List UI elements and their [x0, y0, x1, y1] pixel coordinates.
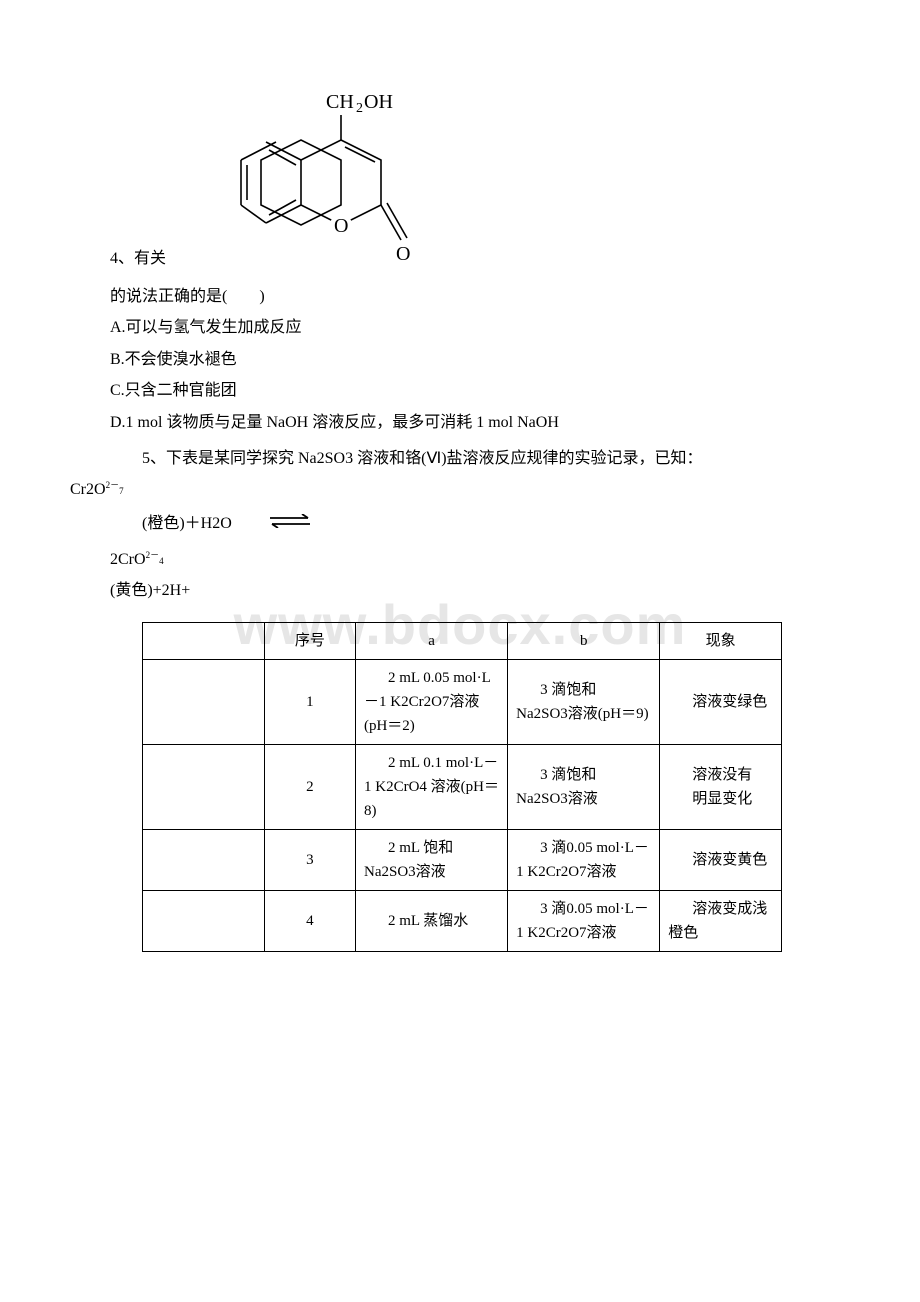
cro4-charge: 2－: [146, 550, 160, 560]
row4-a: 2 mL 蒸馏水: [355, 891, 507, 952]
q5-intro: 5、下表是某同学探究 Na2SO3 溶液和铬(Ⅵ)盐溶液反应规律的实验记录，已知…: [110, 446, 810, 472]
svg-text:2: 2: [356, 101, 363, 116]
row2-b: 3 滴饱和 Na2SO3溶液: [508, 745, 660, 830]
q4-first-line: 4、有关 CH 2 OH: [110, 90, 810, 278]
table-row: 4 2 mL 蒸馏水 3 滴0.05 mol·L－1 K2Cr2O7溶液 溶液变…: [143, 891, 782, 952]
row2-a: 2 mL 0.1 mol·L－1 K2CrO4 溶液(pH＝8): [355, 745, 507, 830]
row3-c-text: 溶液变黄色: [668, 848, 773, 872]
q4-stem-line2: 的说法正确的是( ): [110, 284, 810, 310]
cr2o7-formula: Cr2O: [70, 481, 106, 498]
q4-option-b: B.不会使溴水褪色: [110, 347, 810, 373]
q5-cr2o7: Cr2O2－7: [70, 477, 810, 503]
row4-num: 4: [264, 891, 355, 952]
equilibrium-arrow-icon: [236, 511, 312, 537]
page-content: 4、有关 CH 2 OH: [110, 90, 810, 952]
q5-eq-left: (橙色)＋H2O: [110, 511, 810, 537]
row3-a: 2 mL 饱和 Na2SO3溶液: [355, 830, 507, 891]
row1-b: 3 滴饱和 Na2SO3溶液(pH＝9): [508, 660, 660, 745]
row4-c-text: 溶液变成浅橙色: [668, 897, 773, 945]
q4-option-a: A.可以与氢气发生加成反应: [110, 315, 810, 341]
cro4-sub: 4: [159, 556, 164, 566]
row1-c-text: 溶液变绿色: [668, 690, 773, 714]
row1-c: 溶液变绿色: [660, 660, 782, 745]
cr2o7-charge: 2－: [106, 480, 120, 490]
row3-a-text: 2 mL 饱和 Na2SO3溶液: [364, 836, 499, 884]
table-row: 1 2 mL 0.05 mol·L－1 K2Cr2O7溶液(pH＝2) 3 滴饱…: [143, 660, 782, 745]
row2-a-text: 2 mL 0.1 mol·L－1 K2CrO4 溶液(pH＝8): [364, 751, 499, 823]
svg-text:O: O: [396, 243, 410, 265]
row2-c-l1: 溶液没有: [668, 763, 773, 787]
q5-eq-right: (黄色)+2H+: [110, 578, 810, 604]
svg-text:O: O: [334, 215, 348, 237]
row2-c-l2: 明显变化: [668, 787, 773, 811]
row4-b-text: 3 滴0.05 mol·L－1 K2Cr2O7溶液: [516, 897, 651, 945]
cr2o7-sub: 7: [119, 486, 124, 496]
q5-cro4: 2CrO2－4: [110, 547, 810, 573]
row4-b: 3 滴0.05 mol·L－1 K2Cr2O7溶液: [508, 891, 660, 952]
experiment-table: 序号 a b 现象 1 2 mL 0.05 mol·L－1 K2Cr2O7溶液(…: [142, 622, 782, 952]
row4-a-text: 2 mL 蒸馏水: [364, 909, 499, 933]
two-cro4-prefix: 2CrO: [110, 551, 146, 568]
molecule-structure: CH 2 OH: [236, 90, 436, 274]
table-header-b: b: [508, 623, 660, 660]
row4-c: 溶液变成浅橙色: [660, 891, 782, 952]
table-row: 3 2 mL 饱和 Na2SO3溶液 3 滴0.05 mol·L－1 K2Cr2…: [143, 830, 782, 891]
row3-b-text: 3 滴0.05 mol·L－1 K2Cr2O7溶液: [516, 836, 651, 884]
table-lead-cell: [143, 891, 265, 952]
table-lead-cell: [143, 830, 265, 891]
table-header-a: a: [355, 623, 507, 660]
eq-left-text: (橙色)＋H2O: [142, 515, 232, 532]
q4-prefix: 4、有关: [110, 246, 166, 278]
q4-option-d: D.1 mol 该物质与足量 NaOH 溶液反应，最多可消耗 1 mol NaO…: [110, 410, 810, 436]
row3-b: 3 滴0.05 mol·L－1 K2Cr2O7溶液: [508, 830, 660, 891]
row1-a-text: 2 mL 0.05 mol·L－1 K2Cr2O7溶液(pH＝2): [364, 666, 499, 738]
row2-b-text: 3 滴饱和 Na2SO3溶液: [516, 763, 651, 811]
table-lead-cell: [143, 745, 265, 830]
row2-c: 溶液没有 明显变化: [660, 745, 782, 830]
row1-num: 1: [264, 660, 355, 745]
q5-intro-text: 5、下表是某同学探究 Na2SO3 溶液和铬(Ⅵ)盐溶液反应规律的实验记录，已知…: [142, 450, 703, 467]
row1-a: 2 mL 0.05 mol·L－1 K2Cr2O7溶液(pH＝2): [355, 660, 507, 745]
ch2oh-label: CH: [326, 91, 354, 113]
table-lead-cell: [143, 660, 265, 745]
table-header-seq: 序号: [264, 623, 355, 660]
q4-option-c: C.只含二种官能团: [110, 378, 810, 404]
table-header-phen: 现象: [660, 623, 782, 660]
svg-text:OH: OH: [364, 91, 393, 113]
table-header-row: 序号 a b 现象: [143, 623, 782, 660]
row3-c: 溶液变黄色: [660, 830, 782, 891]
row3-num: 3: [264, 830, 355, 891]
table-lead-header: [143, 623, 265, 660]
table-row: 2 2 mL 0.1 mol·L－1 K2CrO4 溶液(pH＝8) 3 滴饱和…: [143, 745, 782, 830]
row2-num: 2: [264, 745, 355, 830]
row1-b-text: 3 滴饱和 Na2SO3溶液(pH＝9): [516, 678, 651, 726]
